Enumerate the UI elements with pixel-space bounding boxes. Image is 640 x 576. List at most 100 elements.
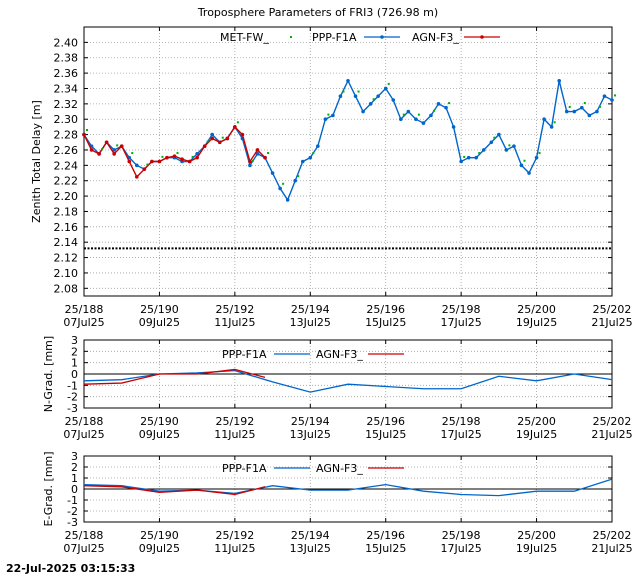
data-point bbox=[504, 148, 509, 152]
x-tick-label-doy: 25/202 bbox=[593, 303, 632, 316]
x-tick-label-doy: 25/192 bbox=[216, 415, 255, 428]
met-point bbox=[448, 102, 451, 105]
data-point bbox=[489, 140, 494, 145]
y-tick-label: -3 bbox=[67, 402, 78, 415]
data-point bbox=[399, 117, 403, 122]
met-point bbox=[221, 136, 224, 139]
x-tick-label-date: 21Jul25 bbox=[591, 428, 632, 441]
legend-label: AGN-F3_ bbox=[412, 31, 459, 44]
footer-timestamp: 22-Jul-2025 03:15:33 bbox=[6, 562, 135, 575]
y-tick-label: -2 bbox=[67, 505, 78, 518]
y-tick-label: 2.18 bbox=[54, 205, 79, 218]
y-axis-label: N-Grad. [mm] bbox=[42, 336, 55, 412]
x-tick-label-date: 19Jul25 bbox=[516, 542, 557, 555]
y-tick-label: 2.36 bbox=[54, 67, 79, 80]
met-point bbox=[402, 113, 405, 116]
y-tick-label: 2.26 bbox=[54, 144, 79, 157]
met-point bbox=[176, 152, 179, 155]
met-point bbox=[508, 144, 511, 147]
x-tick-label-date: 15Jul25 bbox=[365, 316, 406, 329]
data-point bbox=[602, 94, 607, 98]
y-tick-label: 2 bbox=[71, 345, 78, 358]
y-tick-label: -3 bbox=[67, 516, 78, 529]
data-point bbox=[610, 98, 614, 102]
x-tick-label-doy: 25/194 bbox=[291, 529, 330, 542]
met-point bbox=[312, 152, 315, 155]
data-point bbox=[406, 109, 411, 114]
x-tick-label-date: 09Jul25 bbox=[139, 542, 180, 555]
data-point bbox=[512, 144, 516, 148]
data-point bbox=[233, 125, 237, 129]
y-axis-label: Zenith Total Delay [m] bbox=[30, 100, 43, 223]
x-tick-label-doy: 25/192 bbox=[216, 529, 255, 542]
y-tick-label: 1 bbox=[71, 472, 78, 485]
y-tick-label: 1 bbox=[71, 357, 78, 370]
data-point bbox=[157, 159, 162, 164]
x-tick-label-date: 21Jul25 bbox=[591, 542, 632, 555]
legend-swatch-point bbox=[380, 35, 384, 39]
data-point bbox=[104, 140, 109, 145]
data-point bbox=[202, 144, 207, 148]
met-point bbox=[236, 121, 239, 124]
met-point bbox=[538, 152, 541, 155]
y-tick-label: 3 bbox=[71, 334, 78, 347]
plot-frame bbox=[83, 26, 613, 297]
met-point bbox=[86, 128, 88, 131]
legend-label: AGN-F3_ bbox=[316, 462, 363, 475]
y-tick-label: 2.12 bbox=[54, 252, 79, 265]
chart-panel-1: 2.08 2.10 2.12 2.14 2.16 2.18 2.20 2.22 2.24 2.26… bbox=[30, 26, 633, 329]
y-tick-label: 2.38 bbox=[54, 52, 79, 65]
y-tick-label: 2.32 bbox=[54, 98, 79, 111]
met-point bbox=[327, 113, 330, 116]
x-tick-label-date: 21Jul25 bbox=[591, 316, 632, 329]
series-agn-f3- bbox=[82, 125, 267, 179]
data-point bbox=[270, 171, 275, 175]
legend-label: MET-FW_ bbox=[220, 31, 269, 44]
data-point bbox=[89, 148, 94, 152]
x-tick-label-doy: 25/194 bbox=[291, 415, 330, 428]
x-tick-label-date: 07Jul25 bbox=[63, 542, 104, 555]
met-point bbox=[357, 90, 360, 93]
legend-label: AGN-F3_ bbox=[316, 348, 363, 361]
x-tick-label-date: 09Jul25 bbox=[139, 316, 180, 329]
data-point bbox=[572, 109, 577, 114]
data-point bbox=[323, 117, 328, 122]
met-point bbox=[161, 155, 164, 158]
data-point bbox=[119, 144, 124, 148]
data-point bbox=[278, 186, 282, 191]
x-tick-label-doy: 25/198 bbox=[442, 529, 481, 542]
legend-swatch-point bbox=[480, 35, 484, 39]
x-tick-label-date: 15Jul25 bbox=[365, 542, 406, 555]
data-point bbox=[459, 159, 463, 164]
data-point bbox=[187, 159, 192, 164]
y-tick-label: 2.14 bbox=[54, 236, 79, 249]
met-point bbox=[463, 155, 466, 158]
series-met-fw-points bbox=[86, 82, 616, 185]
series-agn-f3- bbox=[83, 485, 266, 496]
series-line bbox=[83, 478, 613, 497]
met-point bbox=[614, 94, 616, 97]
x-tick-label-date: 17Jul25 bbox=[441, 316, 482, 329]
x-tick-label-doy: 25/188 bbox=[65, 303, 104, 316]
y-tick-label: -1 bbox=[67, 379, 78, 392]
x-tick-label-date: 07Jul25 bbox=[63, 316, 104, 329]
data-point bbox=[353, 94, 358, 98]
x-tick-label-date: 13Jul25 bbox=[290, 316, 331, 329]
legend-label: PPP-F1A bbox=[222, 462, 267, 475]
data-point bbox=[474, 155, 479, 160]
series-line bbox=[83, 485, 266, 496]
data-point bbox=[580, 105, 584, 110]
x-tick-label-date: 11Jul25 bbox=[214, 542, 255, 555]
x-tick-label-doy: 25/196 bbox=[366, 415, 405, 428]
x-tick-label-date: 07Jul25 bbox=[63, 428, 104, 441]
data-point bbox=[429, 113, 433, 118]
data-point bbox=[300, 159, 305, 164]
data-point bbox=[331, 113, 335, 118]
x-tick-label-doy: 25/188 bbox=[65, 415, 104, 428]
data-point bbox=[135, 175, 139, 179]
legend-label: PPP-F1A bbox=[312, 31, 357, 44]
x-tick-label-doy: 25/200 bbox=[517, 415, 556, 428]
met-point bbox=[131, 152, 134, 155]
data-point bbox=[368, 102, 373, 106]
